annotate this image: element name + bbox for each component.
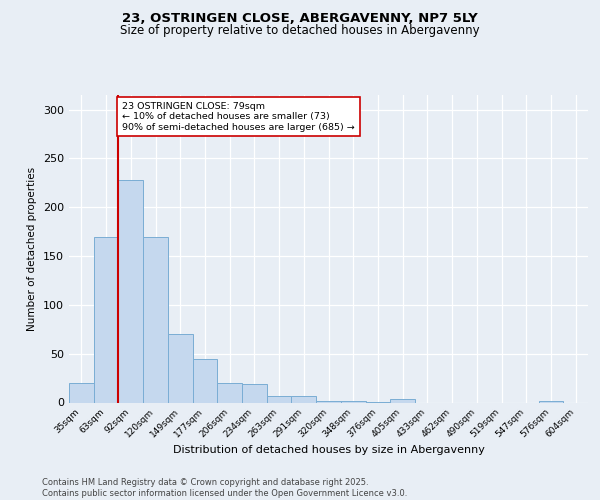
- Bar: [341, 400, 365, 402]
- Bar: [168, 334, 193, 402]
- Bar: [390, 398, 415, 402]
- Text: Contains HM Land Registry data © Crown copyright and database right 2025.
Contai: Contains HM Land Registry data © Crown c…: [42, 478, 407, 498]
- Bar: [94, 236, 118, 402]
- Bar: [69, 383, 94, 402]
- Bar: [267, 396, 292, 402]
- Bar: [193, 358, 217, 403]
- Bar: [242, 384, 267, 402]
- Bar: [143, 236, 168, 402]
- Bar: [316, 400, 341, 402]
- X-axis label: Distribution of detached houses by size in Abergavenny: Distribution of detached houses by size …: [173, 445, 484, 455]
- Text: Size of property relative to detached houses in Abergavenny: Size of property relative to detached ho…: [120, 24, 480, 37]
- Bar: [539, 400, 563, 402]
- Bar: [118, 180, 143, 402]
- Text: 23 OSTRINGEN CLOSE: 79sqm
← 10% of detached houses are smaller (73)
90% of semi-: 23 OSTRINGEN CLOSE: 79sqm ← 10% of detac…: [122, 102, 355, 132]
- Text: 23, OSTRINGEN CLOSE, ABERGAVENNY, NP7 5LY: 23, OSTRINGEN CLOSE, ABERGAVENNY, NP7 5L…: [122, 12, 478, 26]
- Bar: [217, 383, 242, 402]
- Y-axis label: Number of detached properties: Number of detached properties: [28, 166, 37, 331]
- Bar: [292, 396, 316, 402]
